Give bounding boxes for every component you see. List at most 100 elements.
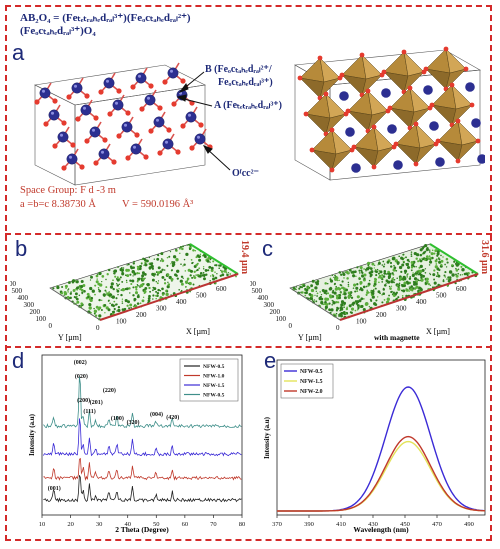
z-label-c-wrap: 31.6 µm: [478, 240, 490, 310]
roughness-point: [152, 289, 154, 292]
roughness-point: [97, 287, 100, 289]
oxygen-atom: [475, 138, 481, 144]
roughness-point: [235, 275, 237, 278]
roughness-point: [165, 292, 169, 297]
oxygen-atom: [455, 158, 461, 164]
roughness-point: [370, 290, 372, 292]
roughness-point: [329, 295, 333, 299]
roughness-point: [63, 294, 65, 297]
roughness-point: [159, 296, 163, 299]
roughness-point: [378, 260, 380, 262]
roughness-point: [193, 275, 195, 277]
roughness-point: [405, 256, 407, 259]
roughness-point: [426, 280, 429, 284]
roughness-point: [424, 271, 427, 274]
roughness-point: [307, 286, 310, 289]
roughness-point: [118, 288, 120, 290]
roughness-point: [353, 301, 355, 304]
roughness-point: [136, 265, 139, 268]
roughness-point: [80, 279, 84, 284]
xrd-x-axis-title: 2 Theta (Degree): [115, 525, 169, 534]
roughness-point: [183, 263, 186, 266]
roughness-point: [338, 271, 342, 274]
roughness-point: [88, 306, 92, 310]
roughness-point: [377, 261, 381, 265]
roughness-point: [368, 305, 370, 308]
roughness-point: [182, 245, 185, 248]
roughness-point: [426, 247, 429, 250]
label-site-b-1: B (Feₒcₜₐₕₑdᵣₐₗ²⁺/: [205, 64, 272, 75]
roughness-point: [189, 274, 192, 277]
roughness-point: [313, 299, 316, 301]
roughness-point: [223, 269, 227, 273]
oxygen-atom: [139, 106, 145, 112]
roughness-point: [186, 244, 189, 246]
atom-highlight: [124, 123, 127, 127]
roughness-point: [80, 302, 83, 305]
roughness-point: [137, 284, 139, 287]
roughness-point: [359, 287, 362, 289]
roughness-point: [110, 282, 114, 286]
roughness-point: [393, 264, 395, 267]
spinel-ball-stick-model: [34, 62, 213, 186]
roughness-point: [188, 281, 192, 286]
roughness-point: [192, 261, 194, 264]
roughness-point: [116, 276, 119, 279]
roughness-point: [356, 283, 359, 286]
roughness-point: [356, 266, 359, 269]
y-tick-label: 300: [24, 301, 35, 309]
oxygen-atom: [381, 69, 387, 75]
roughness-point: [209, 258, 212, 261]
roughness-point: [301, 291, 304, 294]
roughness-point: [315, 287, 318, 290]
oxygen-atom: [180, 123, 186, 129]
roughness-point: [136, 272, 139, 275]
roughness-point: [347, 283, 350, 286]
roughness-point: [438, 260, 442, 264]
roughness-point: [425, 255, 429, 258]
roughness-point: [371, 262, 375, 266]
y-axis-title-c: Y [µm]: [298, 333, 322, 342]
iron-atom: [112, 99, 124, 111]
pl-x-tick-label: 410: [336, 521, 346, 528]
roughness-point: [393, 278, 396, 281]
roughness-point: [391, 272, 394, 275]
roughness-point: [157, 280, 160, 282]
roughness-point: [329, 287, 331, 290]
iron-atom: [339, 91, 349, 101]
roughness-point: [135, 288, 138, 291]
roughness-point: [209, 279, 211, 282]
atom-highlight: [101, 150, 104, 154]
roughness-point: [410, 261, 414, 264]
roughness-point: [195, 256, 198, 259]
oxygen-atom: [401, 49, 407, 55]
roughness-point: [393, 266, 397, 270]
roughness-point: [419, 273, 423, 277]
roughness-point: [366, 290, 370, 295]
roughness-point: [375, 270, 378, 274]
y-tick-label: 500: [12, 287, 23, 295]
roughness-point: [417, 279, 420, 282]
roughness-point: [69, 292, 72, 295]
roughness-point: [225, 272, 228, 274]
iron-atom: [435, 157, 445, 167]
oxygen-atom: [371, 164, 377, 170]
roughness-point: [221, 273, 225, 277]
roughness-point: [143, 272, 147, 276]
roughness-point: [409, 276, 412, 278]
roughness-point: [156, 271, 161, 275]
x-tick-label: 300: [156, 305, 167, 313]
roughness-point: [403, 284, 406, 288]
pl-x-tick-label: 390: [304, 521, 314, 528]
roughness-point: [461, 268, 465, 272]
roughness-point: [100, 299, 103, 302]
roughness-point: [131, 279, 135, 283]
atom-highlight: [92, 128, 95, 132]
roughness-point: [398, 282, 401, 285]
roughness-point: [331, 274, 334, 277]
roughness-point: [465, 272, 468, 276]
roughness-point: [444, 271, 447, 274]
roughness-point: [179, 279, 183, 283]
roughness-point: [61, 285, 64, 289]
iron-atom: [71, 82, 83, 94]
